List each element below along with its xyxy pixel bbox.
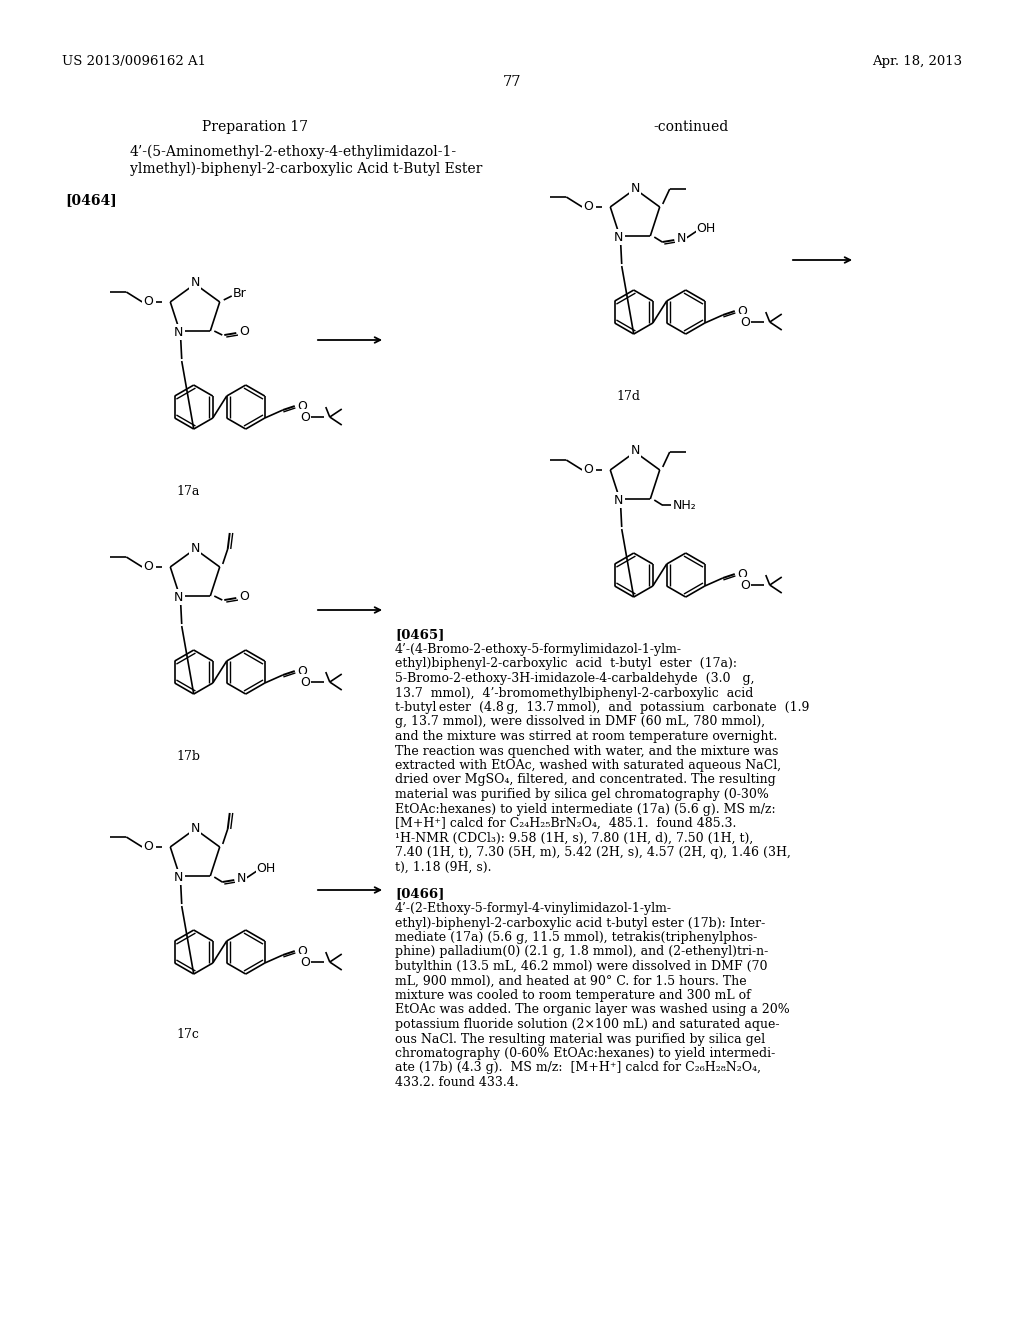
Text: N: N [677,231,686,244]
Text: O: O [739,578,750,591]
Text: material was purified by silica gel chromatography (0-30%: material was purified by silica gel chro… [395,788,769,801]
Text: and the mixture was stirred at room temperature overnight.: and the mixture was stirred at room temp… [395,730,777,743]
Text: O: O [297,400,307,413]
Text: extracted with EtOAc, washed with saturated aqueous NaCl,: extracted with EtOAc, washed with satura… [395,759,781,772]
Text: O: O [300,956,309,969]
Text: N: N [614,231,624,243]
Text: ethyl)biphenyl-2-carboxylic  acid  t-butyl  ester  (17a):: ethyl)biphenyl-2-carboxylic acid t-butyl… [395,657,737,671]
Text: O: O [143,561,154,573]
Text: ate (17b) (4.3 g).  MS m/z:  [M+H⁺] calcd for C₂₆H₂₈N₂O₄,: ate (17b) (4.3 g). MS m/z: [M+H⁺] calcd … [395,1061,761,1074]
Text: 13.7  mmol),  4’-bromomethylbiphenyl-2-carboxylic  acid: 13.7 mmol), 4’-bromomethylbiphenyl-2-car… [395,686,754,700]
Text: 17a: 17a [176,484,200,498]
Text: EtOAc:hexanes) to yield intermediate (17a) (5.6 g). MS m/z:: EtOAc:hexanes) to yield intermediate (17… [395,803,775,816]
Text: O: O [739,315,750,329]
Text: O: O [297,945,307,957]
Text: N: N [190,541,200,554]
Text: N: N [174,590,183,603]
Text: N: N [237,871,246,884]
Text: 17c: 17c [176,1028,200,1041]
Text: O: O [584,463,593,477]
Text: O: O [143,296,154,309]
Text: O: O [240,325,249,338]
Text: 5-Bromo-2-ethoxy-3H-imidazole-4-carbaldehyde  (3.0   g,: 5-Bromo-2-ethoxy-3H-imidazole-4-carbalde… [395,672,755,685]
Text: O: O [737,305,746,318]
Text: [M+H⁺] calcd for C₂₄H₂₅BrN₂O₄,  485.1.  found 485.3.: [M+H⁺] calcd for C₂₄H₂₅BrN₂O₄, 485.1. fo… [395,817,736,830]
Text: mediate (17a) (5.6 g, 11.5 mmol), tetrakis(triphenylphos-: mediate (17a) (5.6 g, 11.5 mmol), tetrak… [395,931,758,944]
Text: ethyl)-biphenyl-2-carboxylic acid t-butyl ester (17b): Inter-: ethyl)-biphenyl-2-carboxylic acid t-buty… [395,916,765,929]
Text: phine) palladium(0) (2.1 g, 1.8 mmol), and (2-ethenyl)tri-n-: phine) palladium(0) (2.1 g, 1.8 mmol), a… [395,945,768,958]
Text: N: N [174,870,183,883]
Text: 77: 77 [503,75,521,88]
Text: [0464]: [0464] [65,193,117,207]
Text: OH: OH [257,862,275,875]
Text: EtOAc was added. The organic layer was washed using a 20%: EtOAc was added. The organic layer was w… [395,1003,790,1016]
Text: O: O [143,841,154,854]
Text: -continued: -continued [653,120,728,135]
Text: OH: OH [696,222,716,235]
Text: t-butyl ester  (4.8 g,  13.7 mmol),  and  potassium  carbonate  (1.9: t-butyl ester (4.8 g, 13.7 mmol), and po… [395,701,809,714]
Text: mL, 900 mmol), and heated at 90° C. for 1.5 hours. The: mL, 900 mmol), and heated at 90° C. for … [395,974,746,987]
Text: N: N [614,494,624,507]
Text: Preparation 17: Preparation 17 [202,120,308,135]
Text: mixture was cooled to room temperature and 300 mL of: mixture was cooled to room temperature a… [395,989,751,1002]
Text: O: O [584,201,593,214]
Text: 4’-(2-Ethoxy-5-formyl-4-vinylimidazol-1-ylm-: 4’-(2-Ethoxy-5-formyl-4-vinylimidazol-1-… [395,902,672,915]
Text: 433.2. found 433.4.: 433.2. found 433.4. [395,1076,518,1089]
Text: O: O [297,664,307,677]
Text: N: N [631,445,640,458]
Text: O: O [300,411,309,424]
Text: N: N [174,326,183,338]
Text: butylthin (13.5 mL, 46.2 mmol) were dissolved in DMF (70: butylthin (13.5 mL, 46.2 mmol) were diss… [395,960,768,973]
Text: N: N [190,821,200,834]
Text: O: O [300,676,309,689]
Text: Apr. 18, 2013: Apr. 18, 2013 [871,55,962,69]
Text: g, 13.7 mmol), were dissolved in DMF (60 mL, 780 mmol),: g, 13.7 mmol), were dissolved in DMF (60… [395,715,765,729]
Text: O: O [240,590,249,602]
Text: Br: Br [232,288,247,301]
Text: N: N [631,181,640,194]
Text: t), 1.18 (9H, s).: t), 1.18 (9H, s). [395,861,492,874]
Text: US 2013/0096162 A1: US 2013/0096162 A1 [62,55,206,69]
Text: 17d: 17d [616,389,640,403]
Text: ylmethyl)-biphenyl-2-carboxylic Acid t-Butyl Ester: ylmethyl)-biphenyl-2-carboxylic Acid t-B… [130,162,482,177]
Text: [0466]: [0466] [395,887,444,900]
Text: potassium fluoride solution (2×100 mL) and saturated aque-: potassium fluoride solution (2×100 mL) a… [395,1018,779,1031]
Text: ¹H-NMR (CDCl₃): 9.58 (1H, s), 7.80 (1H, d), 7.50 (1H, t),: ¹H-NMR (CDCl₃): 9.58 (1H, s), 7.80 (1H, … [395,832,754,845]
Text: 17b: 17b [176,750,200,763]
Text: [0465]: [0465] [395,628,444,642]
Text: 7.40 (1H, t), 7.30 (5H, m), 5.42 (2H, s), 4.57 (2H, q), 1.46 (3H,: 7.40 (1H, t), 7.30 (5H, m), 5.42 (2H, s)… [395,846,791,859]
Text: N: N [190,276,200,289]
Text: ous NaCl. The resulting material was purified by silica gel: ous NaCl. The resulting material was pur… [395,1032,765,1045]
Text: chromatography (0-60% EtOAc:hexanes) to yield intermedi-: chromatography (0-60% EtOAc:hexanes) to … [395,1047,775,1060]
Text: NH₂: NH₂ [673,499,696,512]
Text: O: O [737,568,746,581]
Text: 4’-(5-Aminomethyl-2-ethoxy-4-ethylimidazol-1-: 4’-(5-Aminomethyl-2-ethoxy-4-ethylimidaz… [130,145,457,160]
Text: dried over MgSO₄, filtered, and concentrated. The resulting: dried over MgSO₄, filtered, and concentr… [395,774,776,787]
Text: The reaction was quenched with water, and the mixture was: The reaction was quenched with water, an… [395,744,778,758]
Text: 4’-(4-Bromo-2-ethoxy-5-formylimidazol-1-ylm-: 4’-(4-Bromo-2-ethoxy-5-formylimidazol-1-… [395,643,682,656]
